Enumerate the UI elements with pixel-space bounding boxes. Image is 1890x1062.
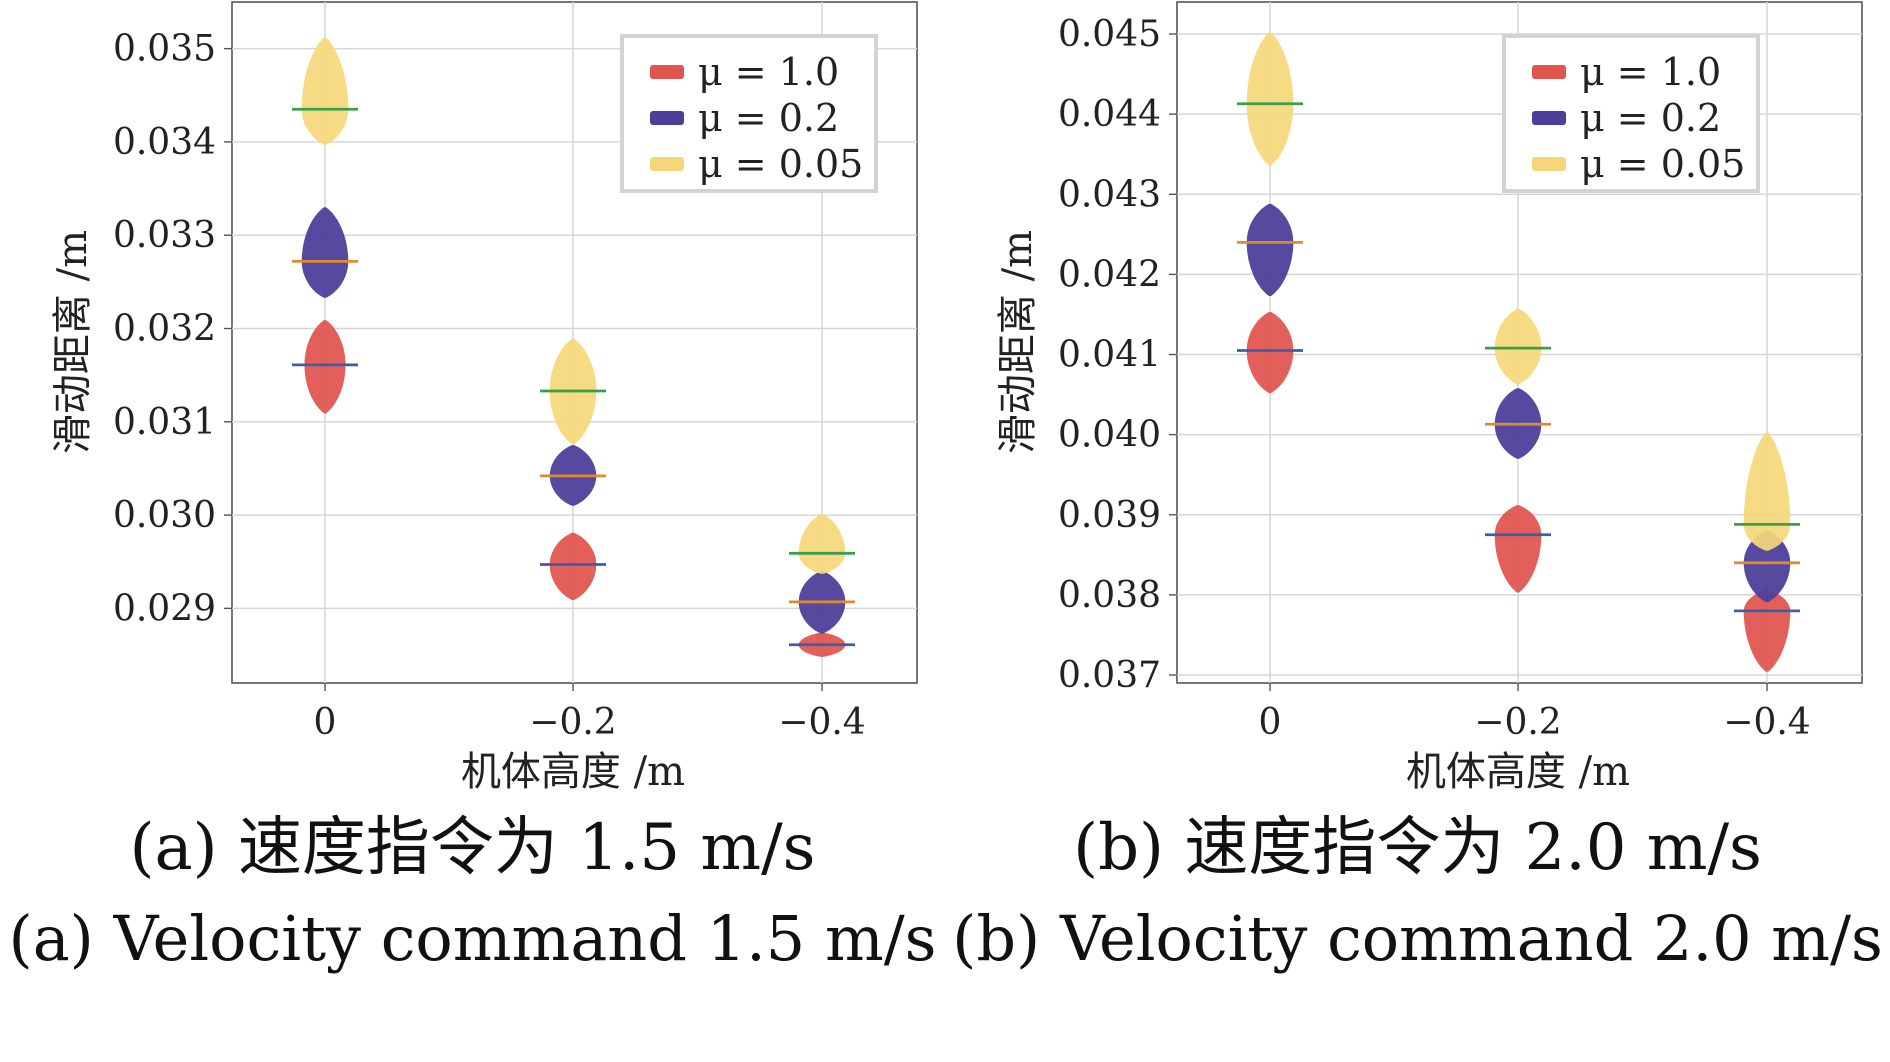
legend: μ = 1.0μ = 0.2μ = 0.05 [1502,34,1760,193]
y-tick-label: 0.044 [1058,94,1161,135]
y-tick-label: 0.030 [113,495,216,536]
x-axis-label: 机体高度 /m [461,749,685,795]
caption-a-english: (a) Velocity command 1.5 m/s [8,902,937,975]
legend-swatch [650,157,684,171]
caption-b-english: (b) Velocity command 2.0 m/s [952,902,1883,975]
series-2-violins [292,37,855,574]
series-0-violins [1237,312,1800,672]
legend-swatch [1532,111,1566,125]
chart-panel-a: 0.029 0.030 0.031 0.032 0.033 0.034 0.035 0 −0.2… [8,1,937,975]
y-tick-label: 0.031 [113,402,216,443]
violin [1246,203,1294,296]
legend-label: μ = 1.0 [698,50,839,94]
y-tick-label: 0.032 [113,309,216,350]
legend-label: μ = 0.2 [698,96,839,140]
y-tick-label: 0.040 [1058,415,1161,456]
x-axis-label: 机体高度 /m [1406,749,1630,795]
violin [1246,32,1294,166]
series-2-violins [1237,32,1800,551]
y-tick-label: 0.043 [1058,174,1161,215]
violin [1494,505,1542,593]
violin [304,320,346,414]
x-tick-label: 0 [1259,702,1282,743]
legend-label: μ = 0.2 [1580,96,1721,140]
y-tick-label: 0.041 [1058,335,1161,376]
x-tick-label: 0 [314,702,337,743]
y-tick-label: 0.038 [1058,575,1161,616]
violin [1743,432,1791,551]
violin [549,532,597,600]
legend-swatch [650,65,684,79]
violin [301,207,349,298]
y-tick-label: 0.039 [1058,495,1161,536]
y-tick-label: 0.045 [1058,14,1161,55]
caption-b-chinese: (b) 速度指令为 2.0 m/s [1073,811,1762,885]
legend-label: μ = 0.05 [1580,142,1745,186]
violin [1743,530,1791,603]
violin [1246,312,1294,393]
series-1-violins [1237,203,1800,603]
legend-swatch [650,111,684,125]
violin-chart-a: 0.029 0.030 0.031 0.032 0.033 0.034 0.035 0 −0.2… [50,1,918,795]
series-0-violins [292,320,855,657]
series-1-violins [292,207,855,634]
legend: μ = 1.0μ = 0.2μ = 0.05 [620,34,878,193]
x-tick-label: −0.4 [778,702,865,743]
violin-chart-b: 0.037 0.038 0.039 0.040 0.041 0.042 0.043 0.044… [995,1,1863,795]
x-tick-label: −0.2 [529,702,616,743]
violin [798,514,846,574]
chart-panel-b: 0.037 0.038 0.039 0.040 0.041 0.042 0.043 0.044… [945,0,1890,1062]
x-tick-label: −0.2 [1474,702,1561,743]
violin [301,37,349,145]
legend-label: μ = 1.0 [1580,50,1721,94]
y-tick-label: 0.035 [113,29,216,70]
y-tick-label: 0.029 [113,588,216,629]
y-axis-label: 滑动距离 /m [995,230,1041,454]
violin [1494,308,1542,385]
y-tick-label: 0.034 [113,122,216,163]
legend-swatch [1532,65,1566,79]
y-tick-label: 0.033 [113,215,216,256]
y-axis-label: 滑动距离 /m [50,230,96,454]
x-tick-label: −0.4 [1723,702,1810,743]
y-tick-label: 0.037 [1058,655,1161,696]
legend-swatch [1532,157,1566,171]
caption-a-chinese: (a) 速度指令为 1.5 m/s [129,811,816,885]
y-tick-label: 0.042 [1058,254,1161,295]
legend-label: μ = 0.05 [698,142,863,186]
